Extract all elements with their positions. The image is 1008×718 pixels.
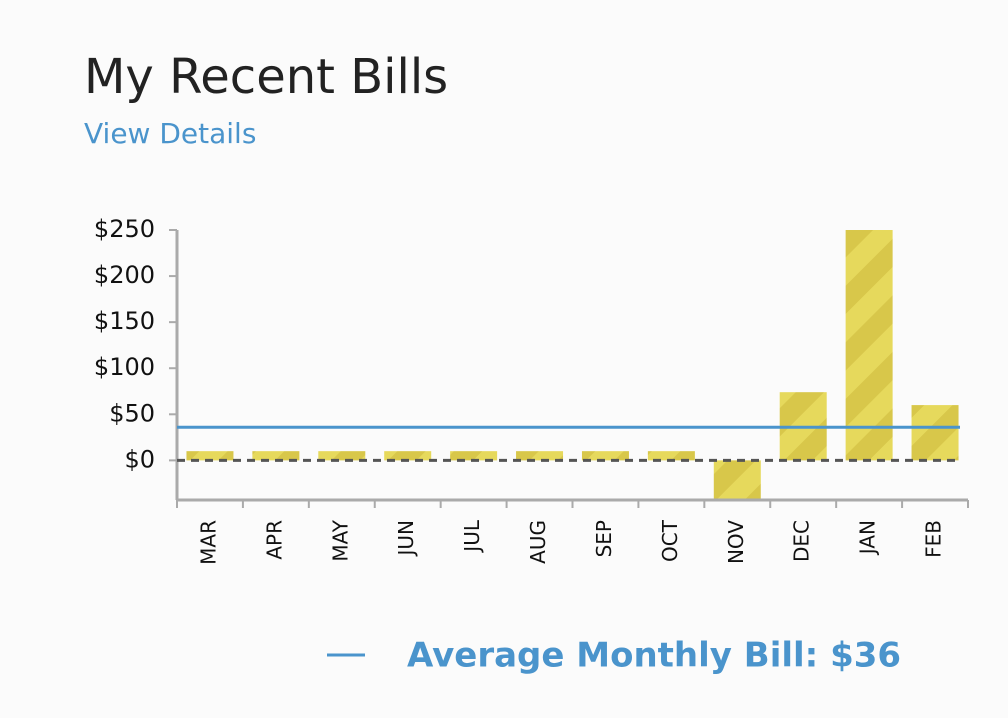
x-tick-label: JAN [856,520,880,556]
view-details-link[interactable]: View Details [84,117,256,150]
x-tick-label: SEP [592,520,616,557]
x-tick-label: JUN [394,520,418,558]
bar [516,451,564,461]
y-tick-label: $200 [94,261,155,289]
x-tick-label: APR [262,520,286,560]
bar [318,451,366,461]
bar [845,230,893,461]
y-tick-label: $150 [94,307,155,335]
bar [186,451,234,461]
y-tick-label: $0 [124,445,155,473]
bar [252,451,300,461]
x-tick-label: JUL [460,519,484,554]
bar [647,451,695,461]
x-tick-label: MAY [328,519,352,561]
page-title: My Recent Bills [84,49,448,105]
x-tick-label: OCT [658,519,682,562]
x-tick-label: DEC [790,520,814,562]
x-tick-label: FEB [922,520,946,558]
y-tick-label: $250 [94,215,155,243]
bar [450,451,498,461]
bar [713,460,761,500]
y-tick-label: $50 [109,399,155,427]
bar [581,451,629,461]
x-tick-label: NOV [724,520,748,564]
bar [911,405,959,461]
legend-label: Average Monthly Bill: $36 [407,636,901,676]
y-tick-label: $100 [94,353,155,381]
x-tick-label: AUG [526,520,550,564]
bar [384,451,432,461]
x-tick-label: MAR [196,520,220,565]
